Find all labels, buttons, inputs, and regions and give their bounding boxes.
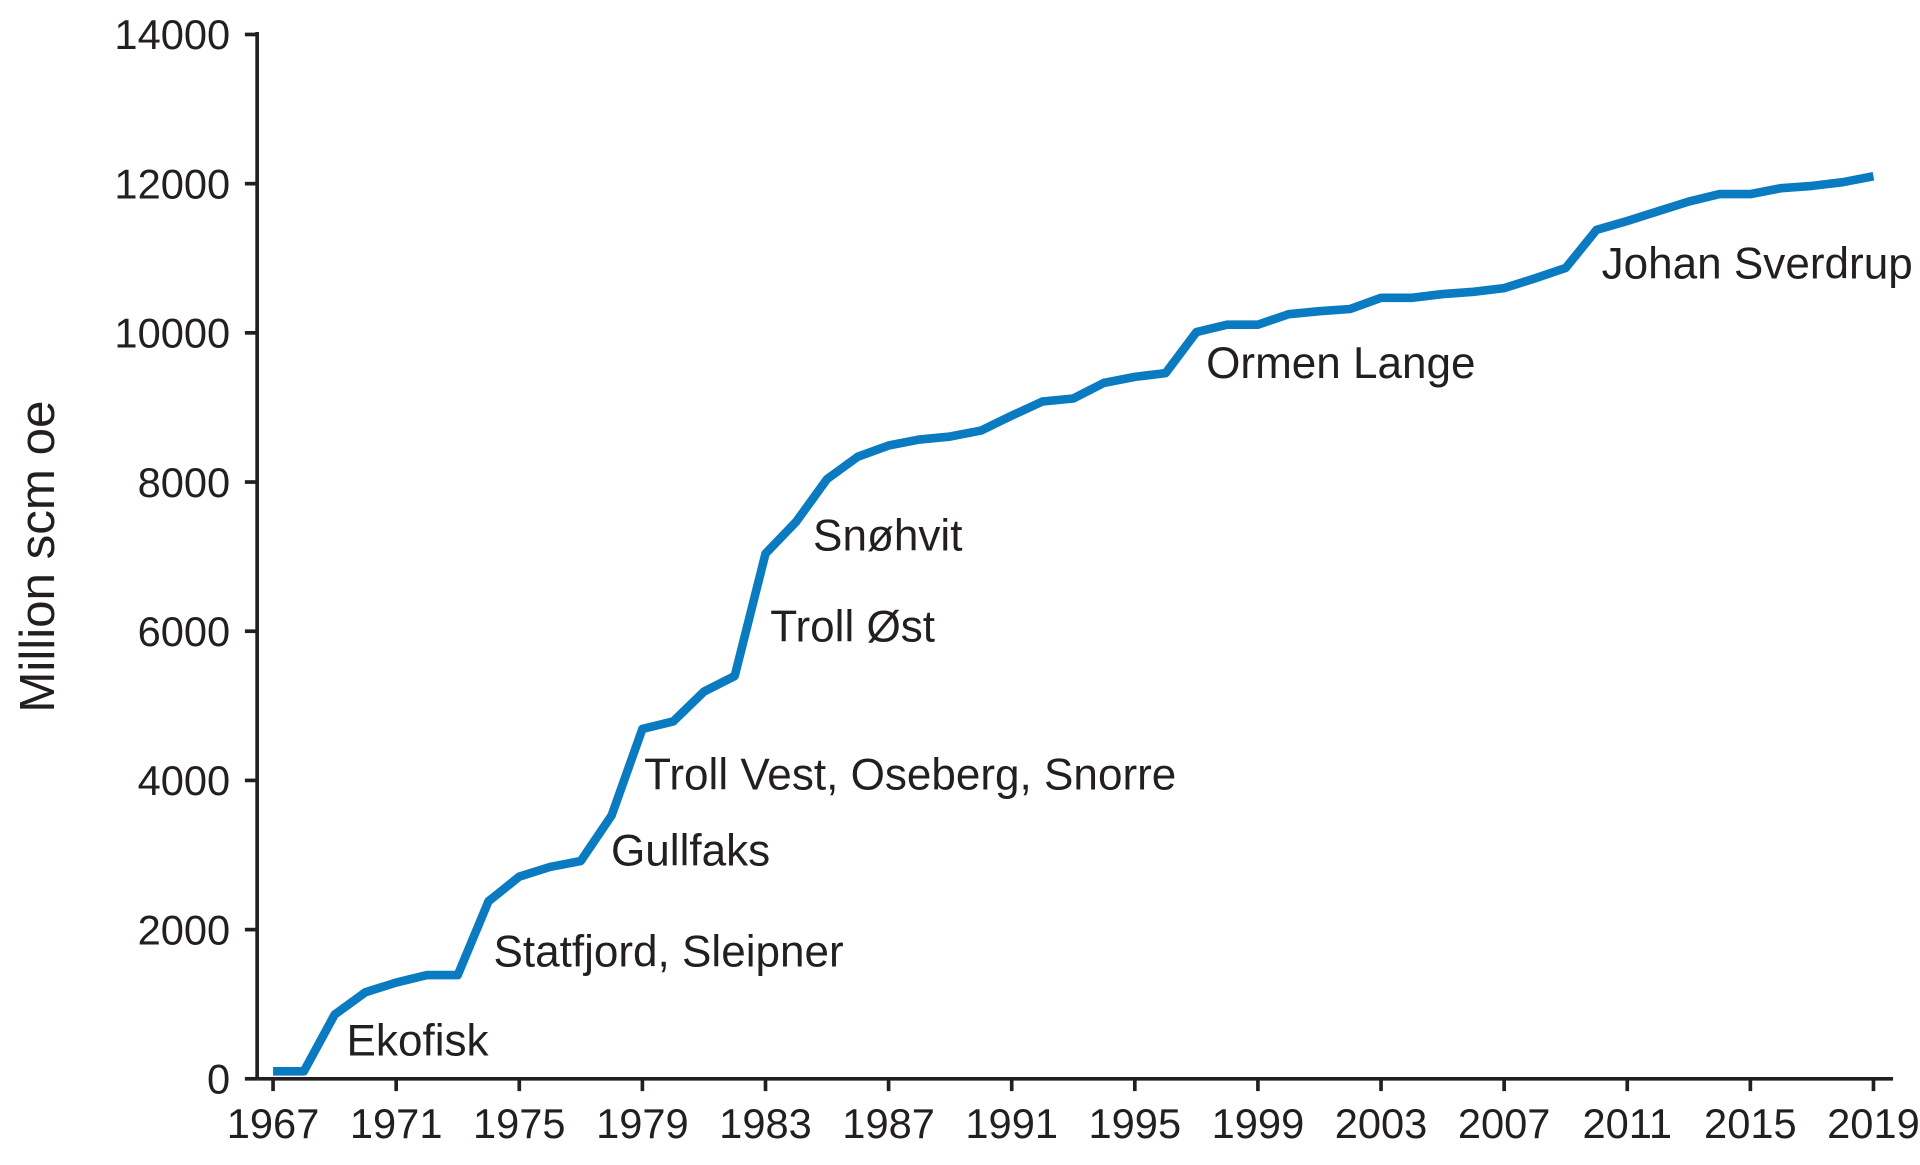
- annotation: Troll Øst: [770, 603, 935, 652]
- x-tick-label: 1975: [473, 1100, 566, 1147]
- annotation: Ormen Lange: [1206, 339, 1475, 388]
- x-tick-label: 2011: [1582, 1100, 1672, 1147]
- x-tick-label: 1995: [1089, 1100, 1182, 1147]
- x-tick-label: 2015: [1704, 1100, 1797, 1147]
- y-tick-label: 2000: [138, 906, 231, 953]
- x-tick-label: 1999: [1212, 1100, 1305, 1147]
- x-tick-label: 2003: [1335, 1100, 1428, 1147]
- y-tick-label: 10000: [114, 310, 230, 357]
- x-tick-label: 2007: [1458, 1100, 1551, 1147]
- annotation: Gullfaks: [611, 827, 770, 876]
- annotation: Snøhvit: [813, 511, 962, 560]
- annotation: Ekofisk: [347, 1016, 490, 1065]
- x-tick-label: 1979: [596, 1100, 689, 1147]
- annotation: Johan Sverdrup: [1602, 239, 1913, 288]
- x-tick-label: 1971: [350, 1100, 443, 1147]
- line: [273, 171, 1875, 1076]
- x-tick-label: 1967: [227, 1100, 320, 1147]
- y-tick-label: 12000: [114, 160, 230, 207]
- y-tick-label: 8000: [138, 459, 231, 506]
- y-axis-label: Million scm oe: [11, 401, 65, 713]
- annotation: Troll Vest, Oseberg, Snorre: [644, 750, 1176, 799]
- y-tick-label: 0: [207, 1055, 230, 1102]
- y-tick-label: 4000: [138, 757, 231, 804]
- x-tick-label: 1991: [965, 1100, 1058, 1147]
- x-tick-label: 2019: [1827, 1100, 1920, 1147]
- x-tick-label: 1987: [842, 1100, 935, 1147]
- y-tick-label: 14000: [114, 11, 230, 58]
- y-tick-label: 6000: [138, 608, 231, 655]
- annotation: Statfjord, Sleipner: [493, 928, 843, 977]
- x-tick-label: 1983: [719, 1100, 812, 1147]
